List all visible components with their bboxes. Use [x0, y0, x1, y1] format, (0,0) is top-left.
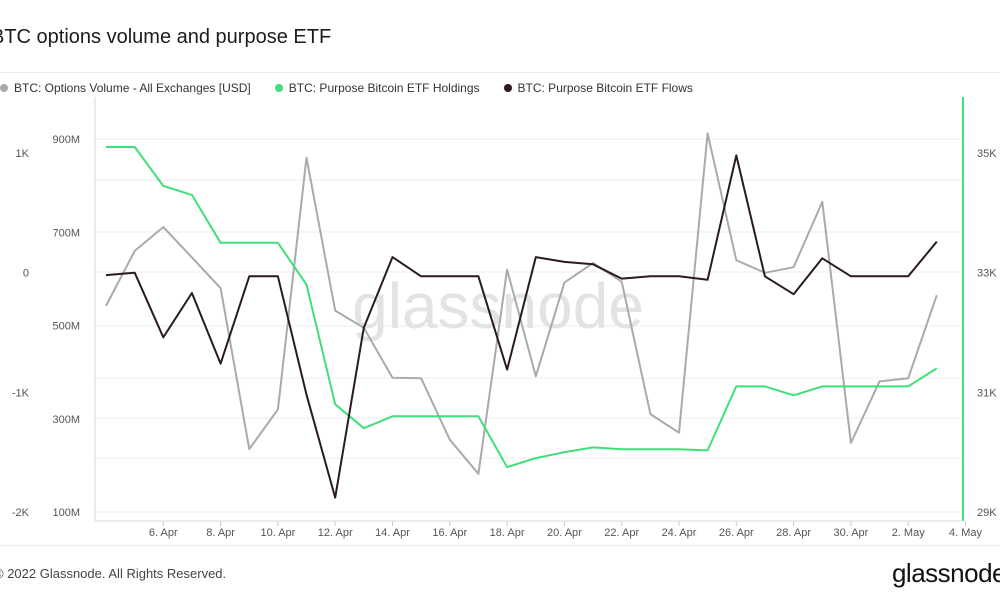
legend-item-options-volume[interactable]: BTC: Options Volume - All Exchanges [USD…: [0, 80, 251, 96]
x-tick-label: 18. Apr: [490, 527, 525, 539]
legend-item-etf-flows[interactable]: BTC: Purpose Bitcoin ETF Flows: [503, 80, 693, 96]
x-tick-label: 22. Apr: [604, 527, 639, 539]
y-tick-label-volume: 300M: [52, 414, 80, 426]
legend-dot-options-volume: [0, 84, 8, 92]
x-tick-label: 10. Apr: [260, 527, 295, 539]
x-tick-label: 12. Apr: [318, 527, 353, 539]
y-tick-label-volume: 500M: [52, 321, 80, 333]
x-tick-label: 20. Apr: [547, 527, 582, 539]
y-tick-label-flows: 1K: [16, 148, 30, 160]
y-tick-label-flows: -2K: [12, 507, 30, 519]
x-tick-label: 30. Apr: [833, 527, 868, 539]
x-tick-label: 24. Apr: [662, 527, 697, 539]
legend-dot-etf-holdings: [274, 84, 283, 92]
legend-item-etf-holdings[interactable]: BTC: Purpose Bitcoin ETF Holdings: [274, 80, 480, 96]
legend-label-etf-flows: BTC: Purpose Bitcoin ETF Flows: [517, 81, 693, 95]
y-tick-label-volume: 900M: [52, 134, 80, 146]
x-tick-label: 16. Apr: [432, 527, 467, 539]
x-tick-label: 6. Apr: [149, 527, 178, 539]
footer-divider: [0, 545, 1000, 546]
chart-title: BTC options volume and purpose ETF: [0, 26, 332, 48]
chart-legend: BTC: Options Volume - All Exchanges [USD…: [0, 80, 693, 96]
series-line-etf-flows: [105, 154, 938, 499]
y-tick-label-flows: -1K: [12, 387, 30, 399]
x-tick-label: 4. May: [949, 527, 983, 539]
y-tick-label-holdings: 31K: [977, 387, 997, 399]
legend-label-etf-holdings: BTC: Purpose Bitcoin ETF Holdings: [288, 81, 480, 95]
y-tick-label-volume: 100M: [52, 507, 80, 519]
x-tick-label: 14. Apr: [375, 527, 410, 539]
y-tick-label-holdings: 33K: [977, 268, 997, 280]
y-tick-label-volume: 700M: [52, 227, 80, 239]
y-tick-label-holdings: 35K: [977, 148, 997, 160]
glassnode-logo: glassnode: [891, 558, 1000, 588]
legend-label-options-volume: BTC: Options Volume - All Exchanges [USD…: [14, 81, 251, 95]
x-tick-label: 28. Apr: [776, 527, 811, 539]
x-tick-label: 8. Apr: [206, 527, 235, 539]
header-divider: [0, 72, 1000, 73]
series-line-options-volume: [105, 132, 938, 475]
copyright-text: © 2022 Glassnode. All Rights Reserved.: [0, 566, 227, 581]
x-tick-label: 2. May: [892, 527, 926, 539]
legend-dot-etf-flows: [503, 84, 512, 92]
x-tick-label: 26. Apr: [719, 527, 754, 539]
chart-plot[interactable]: glassnode100M300M500M700M900M-2K-1K01K29…: [0, 0, 1000, 545]
y-tick-label-holdings: 29K: [977, 507, 997, 519]
series-line-etf-holdings: [106, 146, 938, 469]
y-tick-label-flows: 0: [23, 268, 29, 280]
